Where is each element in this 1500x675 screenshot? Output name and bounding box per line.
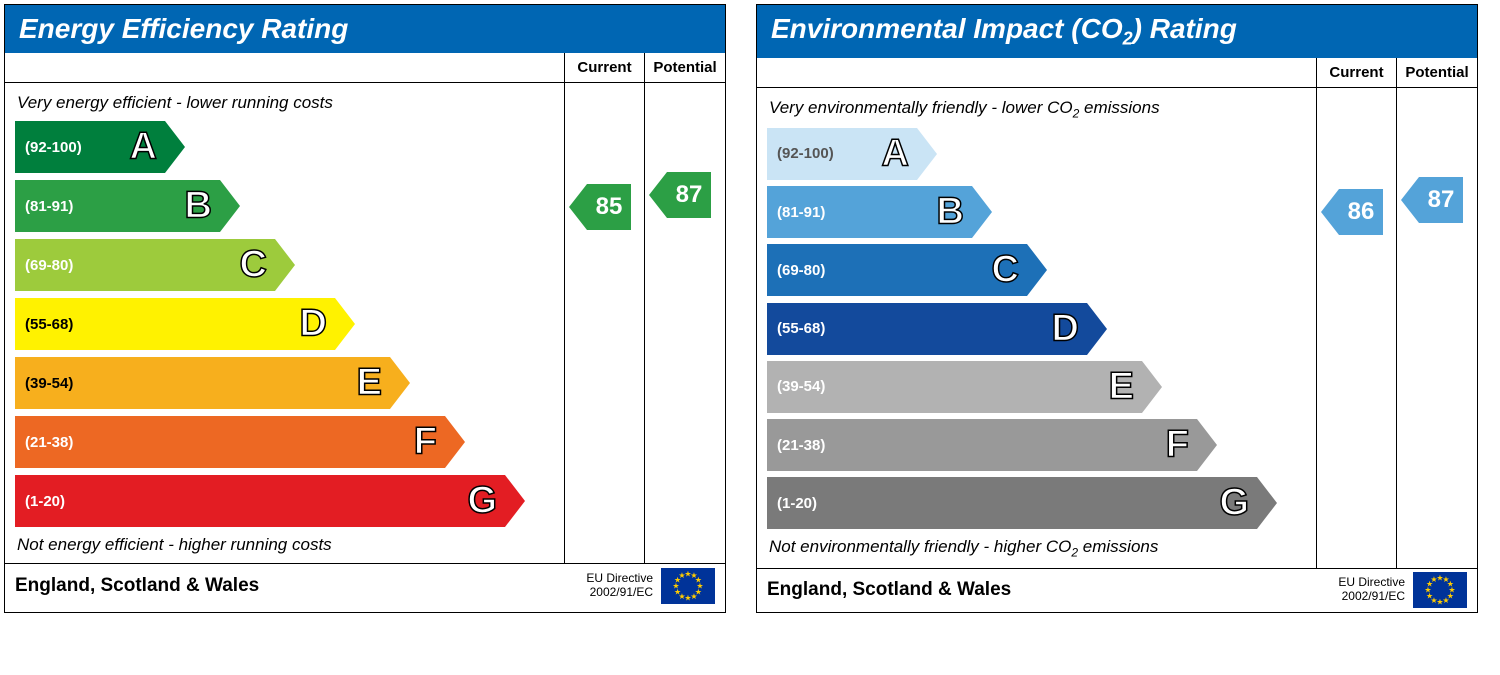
- band-range: (21-38): [777, 437, 825, 454]
- band-letter: D: [1052, 307, 1079, 350]
- rating-band-a: (92-100) A: [767, 128, 1316, 180]
- eu-flag-icon: ★★★★★★★★★★★★: [661, 568, 715, 604]
- band-letter: B: [185, 185, 212, 228]
- band-range: (21-38): [25, 434, 73, 451]
- band-range: (39-54): [25, 375, 73, 392]
- environmental-impact-panel: Environmental Impact (CO2) RatingCurrent…: [756, 4, 1478, 613]
- band-letter: A: [882, 132, 909, 175]
- band-range: (1-20): [777, 495, 817, 512]
- rating-band-e: (39-54) E: [767, 361, 1316, 413]
- top-caption: Very environmentally friendly - lower CO…: [757, 98, 1316, 120]
- band-letter: G: [467, 480, 497, 523]
- band-range: (81-91): [777, 204, 825, 221]
- directive-label: EU Directive2002/91/EC: [586, 572, 653, 600]
- panel-title: Environmental Impact (CO2) Rating: [757, 5, 1477, 58]
- band-range: (69-80): [25, 257, 73, 274]
- rating-band-b: (81-91) B: [15, 180, 564, 232]
- band-range: (1-20): [25, 493, 65, 510]
- potential-rating-column: 87: [1397, 88, 1477, 568]
- potential-rating-column: 87: [645, 83, 725, 563]
- potential-pointer-value: 87: [667, 172, 711, 218]
- current-pointer-value: 85: [587, 184, 631, 230]
- band-letter: B: [937, 191, 964, 234]
- header-potential: Potential: [645, 53, 725, 82]
- energy-efficiency-panel: Energy Efficiency RatingCurrentPotential…: [4, 4, 726, 613]
- top-caption: Very energy efficient - lower running co…: [5, 93, 564, 113]
- rating-band-f: (21-38) F: [15, 416, 564, 468]
- eu-flag-icon: ★★★★★★★★★★★★: [1413, 572, 1467, 608]
- band-range: (39-54): [777, 378, 825, 395]
- header-current: Current: [1317, 58, 1397, 87]
- rating-band-d: (55-68) D: [15, 298, 564, 350]
- band-range: (55-68): [25, 316, 73, 333]
- region-label: England, Scotland & Wales: [767, 579, 1338, 601]
- region-label: England, Scotland & Wales: [15, 575, 586, 597]
- band-range: (81-91): [25, 198, 73, 215]
- potential-pointer: 87: [1401, 177, 1463, 223]
- bottom-caption: Not energy efficient - higher running co…: [5, 535, 564, 555]
- band-range: (69-80): [777, 262, 825, 279]
- column-header-row: CurrentPotential: [757, 58, 1477, 88]
- band-letter: G: [1219, 482, 1249, 525]
- band-range: (92-100): [777, 145, 834, 162]
- rating-band-d: (55-68) D: [767, 303, 1316, 355]
- panel-footer: England, Scotland & WalesEU Directive200…: [5, 563, 725, 607]
- band-range: (55-68): [777, 320, 825, 337]
- current-rating-column: 86: [1317, 88, 1397, 568]
- potential-pointer-value: 87: [1419, 177, 1463, 223]
- potential-pointer: 87: [649, 172, 711, 218]
- rating-bars-column: Very energy efficient - lower running co…: [5, 83, 565, 563]
- bottom-caption: Not environmentally friendly - higher CO…: [757, 537, 1316, 559]
- rating-band-f: (21-38) F: [767, 419, 1316, 471]
- band-letter: D: [300, 303, 327, 346]
- band-letter: C: [992, 249, 1019, 292]
- current-pointer-value: 86: [1339, 189, 1383, 235]
- panel-footer: England, Scotland & WalesEU Directive200…: [757, 568, 1477, 612]
- band-letter: F: [414, 421, 437, 464]
- directive-label: EU Directive2002/91/EC: [1338, 576, 1405, 604]
- band-letter: C: [240, 244, 267, 287]
- rating-band-e: (39-54) E: [15, 357, 564, 409]
- band-letter: E: [1109, 365, 1134, 408]
- rating-band-c: (69-80) C: [15, 239, 564, 291]
- current-rating-column: 85: [565, 83, 645, 563]
- current-pointer: 86: [1321, 189, 1383, 235]
- band-letter: E: [357, 362, 382, 405]
- rating-band-b: (81-91) B: [767, 186, 1316, 238]
- rating-band-g: (1-20) G: [767, 477, 1316, 529]
- band-letter: F: [1166, 424, 1189, 467]
- rating-band-a: (92-100) A: [15, 121, 564, 173]
- band-range: (92-100): [25, 139, 82, 156]
- column-header-row: CurrentPotential: [5, 53, 725, 83]
- rating-band-g: (1-20) G: [15, 475, 564, 527]
- current-pointer: 85: [569, 184, 631, 230]
- header-potential: Potential: [1397, 58, 1477, 87]
- panel-title: Energy Efficiency Rating: [5, 5, 725, 53]
- header-current: Current: [565, 53, 645, 82]
- rating-band-c: (69-80) C: [767, 244, 1316, 296]
- band-letter: A: [130, 126, 157, 169]
- rating-bars-column: Very environmentally friendly - lower CO…: [757, 88, 1317, 568]
